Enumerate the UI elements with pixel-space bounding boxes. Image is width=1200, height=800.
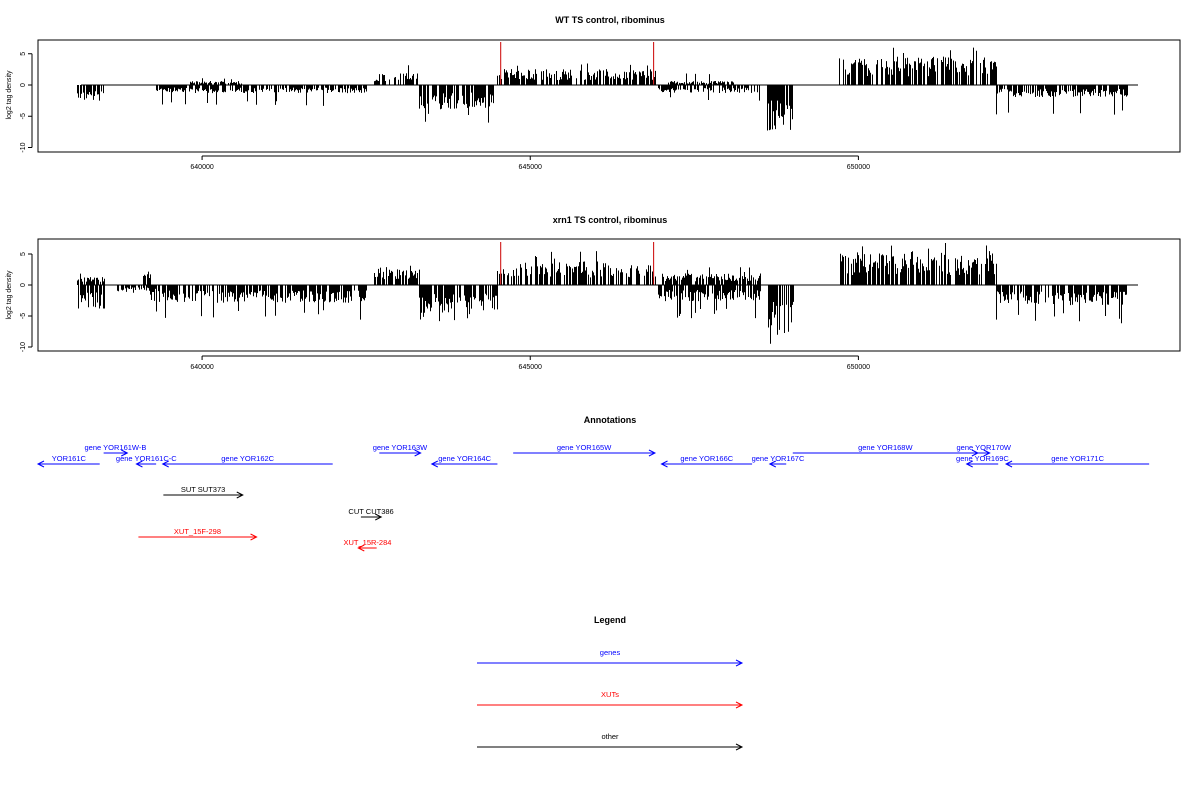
feature-label: gene YOR163W <box>373 443 428 452</box>
feature-label: YOR161C <box>52 454 87 463</box>
legend-item-genes: genes <box>477 648 744 667</box>
feature-gene-yor166c: gene YOR166C <box>660 454 753 468</box>
feature-gene-yor164c: gene YOR164C <box>430 454 498 468</box>
feature-arrow-head <box>36 460 45 468</box>
legend-arrow-head <box>735 743 744 751</box>
xrn1-x-tick-label: 645000 <box>519 364 542 371</box>
feature-label: gene YOR167C <box>752 454 805 463</box>
xrn1-x-tick-label: 640000 <box>190 364 213 371</box>
feature-gene-yor161w-b: gene YOR161W-B <box>85 443 147 457</box>
feature-arrow-head <box>161 460 169 468</box>
xrn1-y-axis: -10 -5 0 5 <box>20 252 33 352</box>
wt-y-tick-label: 5 <box>20 52 27 56</box>
wt-x-tick-label: 645000 <box>519 164 542 171</box>
xrn1-highlight-marks <box>500 242 655 285</box>
feature-label: gene YOR169C <box>956 454 1009 463</box>
feature-arrow-head <box>1004 460 1013 468</box>
feature-label: gene YOR170W <box>957 443 1012 452</box>
feature-label: gene YOR165W <box>557 443 612 452</box>
feature-label: gene YOR171C <box>1051 454 1104 463</box>
feature-gene-yor163w: gene YOR163W <box>373 443 428 457</box>
wt-y-tick-label: -10 <box>20 142 27 152</box>
feature-xut-15r-284: XUT_15R-284 <box>343 538 391 552</box>
wt-y-tick-label: -5 <box>20 113 27 119</box>
feature-cut-cut386: CUT CUT386 <box>348 507 394 521</box>
legend-label: other <box>601 732 619 741</box>
xrn1-x-tick-label: 650000 <box>847 364 870 371</box>
wt-x-axis: 640000 645000 650000 <box>190 155 870 171</box>
legend-item-other: other <box>477 732 744 751</box>
feature-sut-sut373: SUT SUT373 <box>163 485 244 499</box>
legend-label: XUTs <box>601 690 619 699</box>
feature-label: gene YOR161C-C <box>116 454 177 463</box>
feature-arrow-head <box>965 460 973 468</box>
xrn1-y-tick-label: -10 <box>20 342 27 352</box>
feature-label: gene YOR166C <box>680 454 733 463</box>
legend-label: genes <box>600 648 621 657</box>
feature-label: gene YOR161W-B <box>85 443 147 452</box>
feature-label: XUT_15R-284 <box>343 538 391 547</box>
wt-highlight-marks <box>500 42 655 85</box>
feature-label: CUT CUT386 <box>348 507 393 516</box>
feature-arrow-head <box>236 491 244 499</box>
feature-gene-yor171c: gene YOR171C <box>1004 454 1150 468</box>
feature-xut-15f-298: XUT_15F-298 <box>138 527 258 541</box>
feature-arrow-head <box>357 544 365 552</box>
feature-label: XUT_15F-298 <box>174 527 221 536</box>
wt-y-tick-label: 0 <box>20 83 27 87</box>
feature-arrow-head <box>430 460 439 468</box>
feature-arrow-head <box>414 449 422 457</box>
xrn1-y-tick-label: 5 <box>20 252 27 256</box>
feature-yor161c: YOR161C <box>36 454 100 468</box>
feature-label: gene YOR168W <box>858 443 913 452</box>
xrn1-plot-frame <box>37 238 1181 352</box>
wt-x-tick-label: 650000 <box>847 164 870 171</box>
wt-y-axis-label: log2 tag density <box>6 70 13 120</box>
wt-density-bars <box>77 47 1128 131</box>
wt-plot-frame <box>37 39 1181 153</box>
feature-gene-yor167c: gene YOR167C <box>752 454 805 468</box>
feature-arrow-head <box>375 513 383 521</box>
annotations-title: Annotations <box>584 415 637 425</box>
feature-arrow-head <box>983 449 991 457</box>
feature-gene-yor165w: gene YOR165W <box>513 443 657 457</box>
xrn1-density-bars <box>77 243 1127 344</box>
wt-density-panel: WT TS control, ribominus log2 tag densit… <box>6 15 1181 171</box>
feature-label: gene YOR164C <box>438 454 491 463</box>
xrn1-x-axis: 640000 645000 650000 <box>190 355 870 371</box>
xrn1-y-axis-label: log2 tag density <box>6 270 13 320</box>
feature-arrow-head <box>250 533 258 541</box>
feature-arrow-head <box>660 460 668 468</box>
wt-x-tick-label: 640000 <box>190 164 213 171</box>
wt-panel-title: WT TS control, ribominus <box>555 15 665 25</box>
legend-items: genes XUTs other <box>477 648 744 751</box>
feature-arrow-head <box>135 460 143 468</box>
legend-arrow-head <box>735 701 744 709</box>
wt-y-axis: -10 -5 0 5 <box>20 52 33 153</box>
xrn1-y-tick-label: -5 <box>20 313 27 319</box>
feature-gene-yor162c: gene YOR162C <box>161 454 333 468</box>
feature-arrows: gene YOR161W-B YOR161C gene YOR161C-C gene … <box>36 443 1150 552</box>
xrn1-panel-title: xrn1 TS control, ribominus <box>553 215 668 225</box>
legend-arrow-head <box>735 659 744 667</box>
legend-title: Legend <box>594 615 626 625</box>
xrn1-density-panel: xrn1 TS control, ribominus log2 tag dens… <box>6 215 1181 371</box>
feature-gene-yor170w: gene YOR170W <box>957 443 1012 457</box>
legend-item-xuts: XUTs <box>477 690 744 709</box>
feature-gene-yor161c-c: gene YOR161C-C <box>116 454 177 468</box>
feature-label: gene YOR162C <box>221 454 274 463</box>
feature-gene-yor169c: gene YOR169C <box>956 454 1009 468</box>
feature-gene-yor168w: gene YOR168W <box>792 443 979 457</box>
xrn1-y-tick-label: 0 <box>20 283 27 287</box>
feature-arrow-head <box>121 449 129 457</box>
legend: Legend genes XUTs other <box>477 615 744 751</box>
feature-arrow-head <box>768 460 777 468</box>
feature-label: SUT SUT373 <box>181 485 225 494</box>
feature-arrow-head <box>648 449 657 457</box>
